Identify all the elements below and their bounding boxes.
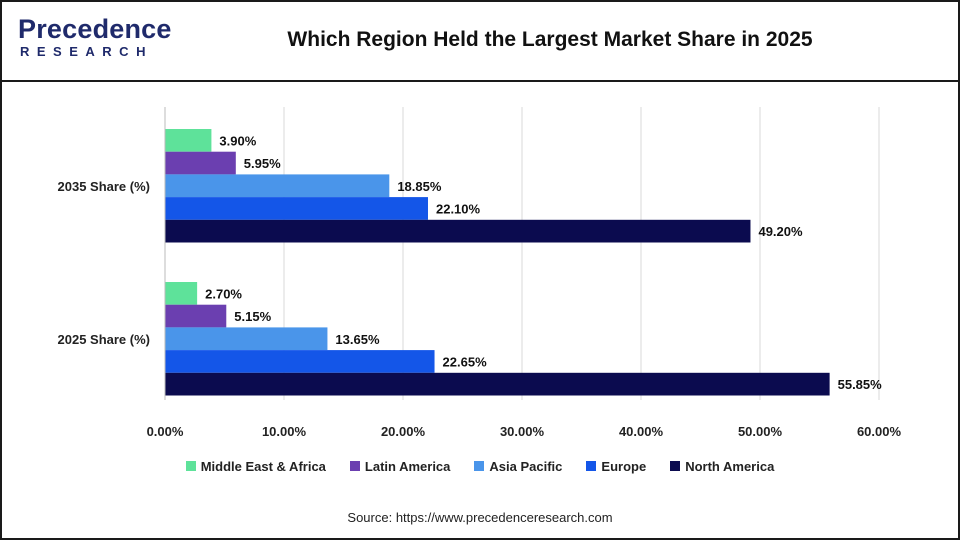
x-tick-label: 30.00% — [500, 424, 545, 439]
bar — [165, 197, 428, 220]
bar — [165, 151, 236, 175]
bar — [165, 282, 198, 305]
x-tick-label: 50.00% — [738, 424, 783, 439]
category-label: 2025 Share (%) — [58, 332, 151, 347]
bar — [165, 129, 212, 152]
legend-swatch — [349, 461, 360, 471]
legend-label: North America — [685, 458, 775, 474]
bar — [165, 174, 390, 198]
data-label: 22.10% — [436, 201, 481, 216]
data-label: 2.70% — [205, 286, 242, 301]
bar — [165, 219, 751, 243]
source-note: Source: https://www.precedenceresearch.c… — [347, 510, 613, 525]
logo-wordmark: Precedence — [18, 14, 172, 44]
legend-swatch — [474, 461, 485, 471]
legend-swatch — [670, 461, 681, 471]
data-label: 49.20% — [758, 224, 803, 239]
bar — [165, 304, 227, 328]
chart-title: Which Region Held the Largest Market Sha… — [287, 28, 813, 51]
data-label: 22.65% — [443, 354, 488, 369]
x-tick-label: 0.00% — [147, 424, 184, 439]
bar — [165, 372, 830, 396]
legend-item: Latin America — [349, 458, 451, 474]
legend-item: Asia Pacific — [474, 459, 562, 474]
legend-label: Asia Pacific — [489, 458, 563, 474]
header-divider — [0, 80, 960, 82]
legend-label: Latin America — [364, 458, 451, 474]
x-tick-label: 20.00% — [381, 424, 426, 439]
bar — [165, 350, 435, 373]
x-tick-label: 60.00% — [857, 424, 902, 439]
logo-subtitle: RESEARCH — [20, 44, 153, 59]
legend-item: Middle East & Africa — [185, 458, 326, 474]
legend-item: Europe — [586, 459, 646, 474]
data-label: 13.65% — [335, 332, 380, 347]
data-label: 5.15% — [234, 309, 271, 324]
legend-item: North America — [670, 459, 774, 474]
category-label: 2035 Share (%) — [58, 179, 151, 194]
x-tick-label: 40.00% — [619, 424, 664, 439]
bar — [165, 327, 328, 351]
chart-legend: Middle East & Africa Latin America Asia Pa… — [0, 456, 960, 476]
x-tick-label: 10.00% — [262, 424, 307, 439]
header: Precedence RESEARCH Which Region Held th… — [0, 0, 960, 80]
bar-chart: 0.00% 10.00% 20.00% 30.00% 40.00% 50.00% 60.00… — [58, 107, 902, 439]
legend-swatch — [185, 461, 196, 471]
legend-label: Europe — [601, 458, 647, 474]
data-label: 5.95% — [244, 156, 281, 171]
data-label: 3.90% — [219, 133, 256, 148]
brand-logo: Precedence RESEARCH — [18, 14, 171, 64]
legend-swatch — [586, 461, 597, 471]
legend-label: Middle East & Africa — [200, 458, 326, 474]
data-label: 55.85% — [838, 377, 883, 392]
data-label: 18.85% — [397, 179, 442, 194]
